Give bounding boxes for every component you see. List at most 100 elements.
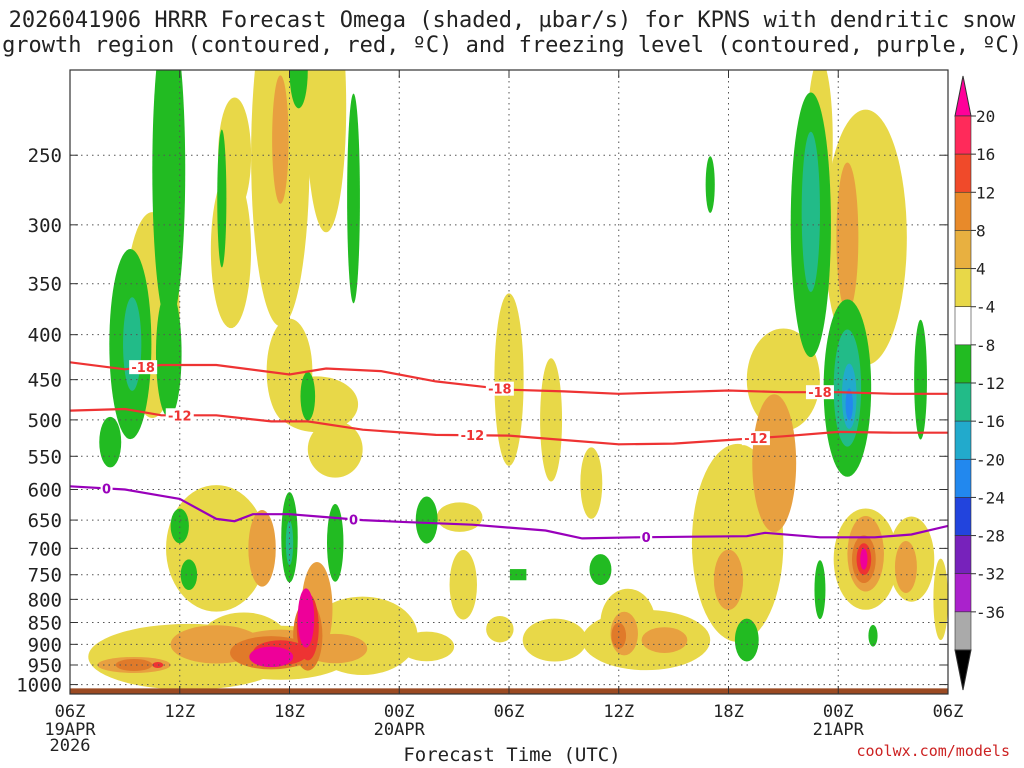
colorbar-swatch bbox=[954, 611, 972, 651]
omega-area-green bbox=[152, 70, 186, 325]
omega-area-deep_orange bbox=[115, 658, 153, 672]
colorbar-swatch bbox=[954, 573, 972, 613]
colorbar-swatch bbox=[954, 268, 972, 308]
omega-area-green bbox=[300, 371, 316, 421]
y-tick-label: 750 bbox=[28, 565, 62, 587]
y-tick-label: 250 bbox=[28, 145, 62, 167]
omega-area-magenta bbox=[249, 646, 294, 668]
dgz-minus12-label: -12 bbox=[461, 429, 485, 444]
omega-area-green bbox=[180, 559, 198, 591]
omega-area-green bbox=[734, 618, 759, 662]
omega-area-teal bbox=[123, 297, 142, 391]
freezing-level-label-bg bbox=[100, 481, 113, 496]
omega-area-green bbox=[415, 496, 438, 544]
dgz-minus18-label: -18 bbox=[808, 386, 832, 401]
freezing-level-label: 0 bbox=[102, 482, 111, 497]
omega-area-yellow bbox=[436, 502, 483, 532]
x-tick-label: 00Z bbox=[823, 702, 854, 722]
y-tick-label: 950 bbox=[28, 655, 62, 677]
colorbar-label: 12 bbox=[976, 183, 995, 202]
omega-area-yellow bbox=[449, 549, 477, 620]
omega-area-green bbox=[509, 569, 527, 581]
omega-area-green bbox=[217, 129, 227, 268]
colorbar-swatch bbox=[954, 115, 972, 155]
dgz-minus12-label: -12 bbox=[168, 409, 192, 424]
colorbar-label: 8 bbox=[976, 221, 986, 240]
y-tick-label: 350 bbox=[28, 274, 62, 296]
colorbar-label: 20 bbox=[976, 107, 995, 126]
omega-area-blue bbox=[845, 388, 853, 421]
y-tick-label: 1000 bbox=[16, 675, 62, 697]
colorbar-label: -36 bbox=[976, 603, 1005, 622]
y-tick-label: 550 bbox=[28, 446, 62, 468]
x-tick-label: 06Z bbox=[55, 702, 86, 722]
omega-area-magenta bbox=[297, 588, 315, 648]
omega-area-yellow bbox=[486, 615, 514, 643]
omega-area-yellow bbox=[305, 70, 347, 233]
omega-area-orange bbox=[248, 510, 276, 587]
colorbar-label: -12 bbox=[976, 374, 1005, 393]
x-tick-date-label: 20APR bbox=[374, 720, 426, 740]
omega-area-magenta bbox=[860, 548, 868, 570]
dgz-minus12-label: -12 bbox=[744, 432, 768, 447]
x-axis-label: Forecast Time (UTC) bbox=[403, 744, 621, 766]
chart-title-line1: 2026041906 HRRR Forecast Omega (shaded, … bbox=[8, 8, 1016, 33]
colorbar-label: -4 bbox=[976, 298, 995, 317]
dgz-minus18-label-bg bbox=[129, 360, 158, 375]
colorbar-swatch bbox=[954, 153, 972, 193]
omega-area-yellow bbox=[580, 447, 603, 519]
dgz-minus18-label-bg bbox=[485, 381, 514, 396]
colorbar-swatch bbox=[954, 191, 972, 231]
dgz-minus12-label-bg bbox=[741, 431, 770, 446]
dgz-minus12-label-bg bbox=[458, 428, 487, 443]
colorbar-label: -20 bbox=[976, 450, 1005, 469]
x-tick-label: 12Z bbox=[164, 702, 195, 722]
omega-area-yellow bbox=[307, 420, 363, 478]
omega-area-green bbox=[326, 504, 344, 582]
colorbar-label: 4 bbox=[976, 260, 986, 279]
omega-area-teal bbox=[801, 131, 820, 293]
dgz-minus18-label-bg bbox=[805, 385, 834, 400]
chart-title-line2: growth region (contoured, red, ºC) and f… bbox=[2, 33, 1022, 58]
omega-area-orange bbox=[641, 627, 688, 653]
colorbar-swatch bbox=[954, 230, 972, 269]
colorbar-swatch bbox=[954, 344, 972, 384]
omega-area-green bbox=[914, 319, 927, 440]
colorbar-swatch bbox=[954, 382, 972, 422]
colorbar-label: -24 bbox=[976, 488, 1005, 507]
freezing-level-label: 0 bbox=[349, 513, 358, 528]
colorbar-swatch bbox=[954, 535, 972, 575]
x-tick-label: 00Z bbox=[384, 702, 415, 722]
credit-text: coolwx.com/models bbox=[856, 742, 1010, 760]
omega-area-green bbox=[347, 93, 360, 304]
x-tick-date-label: 19APR bbox=[44, 720, 96, 740]
colorbar-label: -8 bbox=[976, 336, 995, 355]
omega-area-green bbox=[868, 624, 878, 647]
y-tick-label: 800 bbox=[28, 589, 62, 611]
colorbar-swatch bbox=[954, 420, 972, 460]
y-tick-label: 900 bbox=[28, 634, 62, 656]
omega-area-orange bbox=[836, 162, 859, 313]
colorbar-label: -16 bbox=[976, 412, 1005, 431]
omega-area-yellow bbox=[540, 358, 563, 482]
dgz-minus18-label: -18 bbox=[131, 361, 155, 376]
omega-area-orange bbox=[752, 394, 797, 533]
omega-area-green bbox=[99, 416, 122, 468]
dgz-minus12-label-bg bbox=[165, 408, 194, 423]
x-tick-date-label: 21APR bbox=[813, 720, 865, 740]
omega-area-teal bbox=[285, 520, 294, 566]
y-tick-label: 600 bbox=[28, 480, 62, 502]
omega-area-green bbox=[170, 508, 189, 544]
colorbar-bottom-arrow bbox=[954, 649, 972, 691]
y-tick-label: 400 bbox=[28, 325, 62, 347]
x-tick-label: 06Z bbox=[494, 702, 525, 722]
omega-area-yellow bbox=[494, 293, 524, 466]
omega-area-orange bbox=[894, 540, 917, 594]
omega-area-yellow bbox=[522, 618, 587, 662]
x-tick-label: 18Z bbox=[713, 702, 744, 722]
omega-area-green bbox=[155, 289, 182, 418]
y-tick-label: 650 bbox=[28, 510, 62, 532]
omega-area-green bbox=[814, 560, 826, 620]
omega-area-green bbox=[705, 156, 715, 213]
